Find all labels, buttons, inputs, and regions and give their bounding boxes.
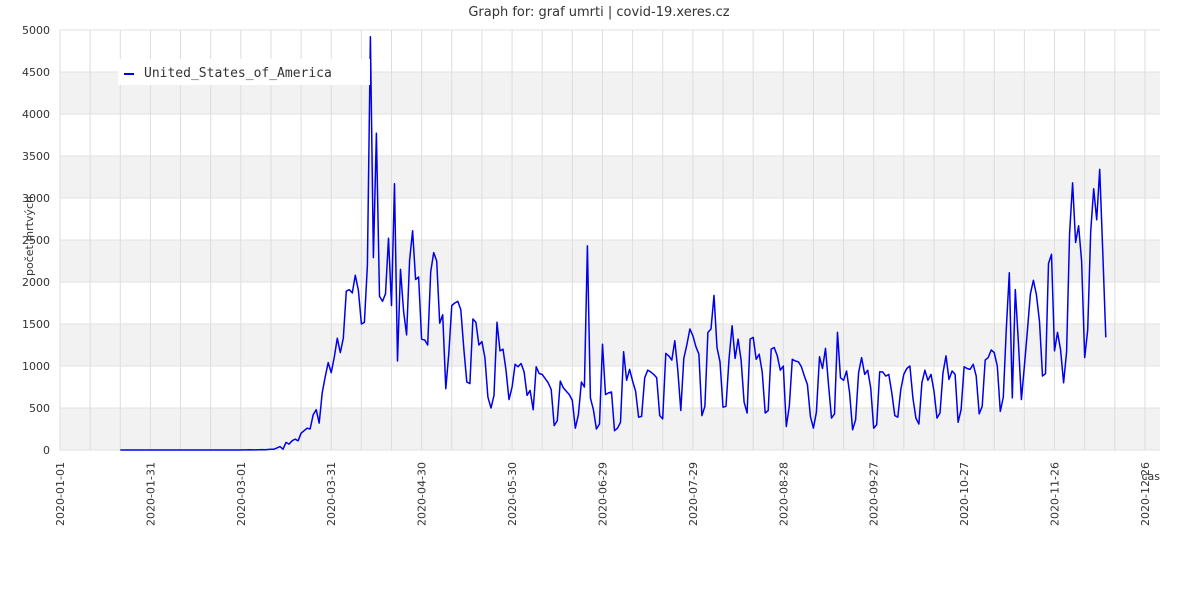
legend-entry-label: United_States_of_America — [144, 66, 332, 81]
y-tick-label: 4500 — [22, 66, 50, 79]
x-tick-label: 2020-11-26 — [1049, 462, 1062, 526]
series-line — [120, 35, 1107, 451]
grid-band — [60, 408, 1160, 450]
y-tick-label: 2000 — [22, 276, 50, 289]
y-tick-label: 0 — [43, 444, 50, 457]
series-layer — [120, 35, 1107, 451]
y-tick-label: 3000 — [22, 192, 50, 205]
x-tick-label: 2020-12-26 — [1139, 462, 1152, 526]
chart-title: Graph for: graf umrti | covid-19.xeres.c… — [468, 5, 729, 20]
legend: United_States_of_America — [118, 59, 370, 85]
y-tick-label: 1000 — [22, 360, 50, 373]
x-tick-label: 2020-01-31 — [144, 462, 157, 526]
x-tick-label: 2020-05-30 — [506, 462, 519, 526]
x-tick-label: 2020-03-01 — [235, 462, 248, 526]
x-tick-label: 2020-06-29 — [596, 462, 609, 526]
x-tick-label: 2020-07-29 — [687, 462, 700, 526]
y-axis-label: počet mrtvých — [23, 196, 36, 276]
y-tick-label: 2500 — [22, 234, 50, 247]
x-tick-label: 2020-01-01 — [54, 462, 67, 526]
y-tick-label: 4000 — [22, 108, 50, 121]
x-tick-label: 2020-03-31 — [325, 462, 338, 526]
x-tick-label: 2020-08-28 — [777, 462, 790, 526]
y-tick-label: 500 — [29, 402, 50, 415]
x-axis-label: cas — [1141, 470, 1160, 483]
y-axis-ticks: 0 500 1000 1500 2000 2500 3000 3500 4000 4500 5000 — [22, 24, 50, 457]
y-tick-label: 1500 — [22, 318, 50, 331]
x-tick-label: 2020-09-27 — [868, 462, 881, 526]
x-tick-label: 2020-10-27 — [958, 462, 971, 526]
y-tick-label: 5000 — [22, 24, 50, 37]
grid-band — [60, 240, 1160, 282]
y-tick-label: 3500 — [22, 150, 50, 163]
grid-band — [60, 156, 1160, 198]
x-axis-ticks: 2020-01-01 2020-01-31 2020-03-01 2020-03-31… — [54, 462, 1152, 526]
grid-band — [60, 324, 1160, 366]
x-tick-label: 2020-04-30 — [416, 462, 429, 526]
legend-box — [118, 59, 370, 85]
